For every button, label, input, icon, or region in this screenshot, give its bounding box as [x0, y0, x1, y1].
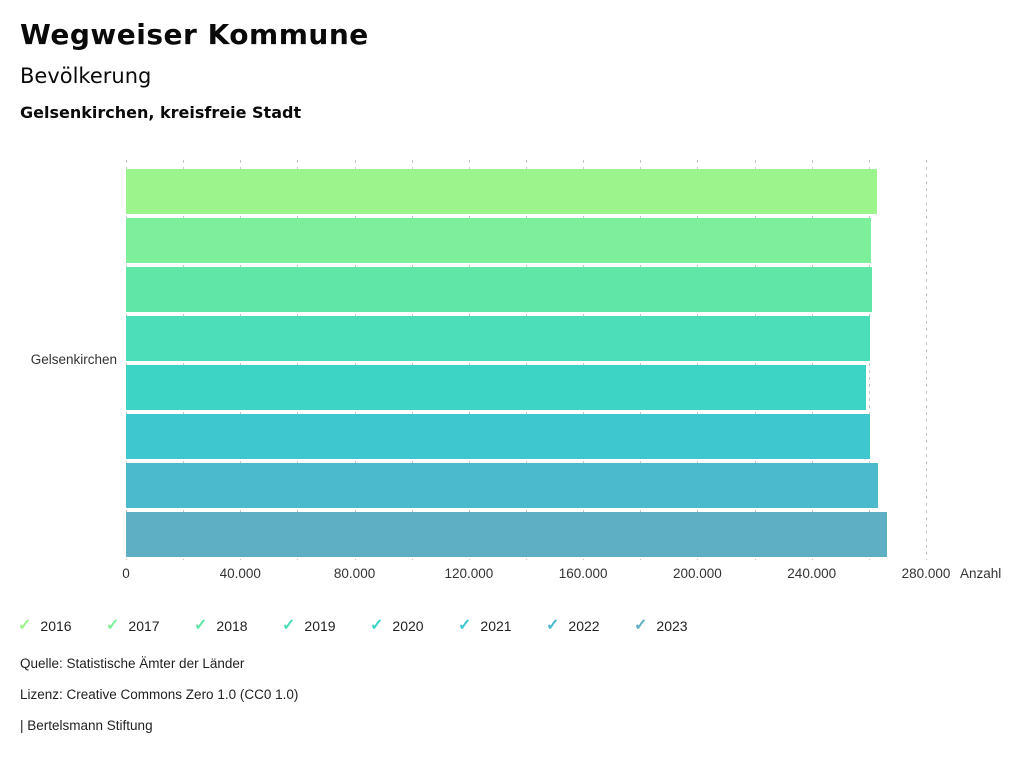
- legend-year-label: 2022: [568, 618, 600, 634]
- bar-2020[interactable]: [126, 365, 867, 410]
- legend-year-label: 2017: [128, 618, 160, 634]
- x-tick-label-160.000: 160.000: [558, 566, 608, 581]
- bar-2023[interactable]: [126, 512, 888, 557]
- x-tick-label-0: 0: [122, 566, 130, 581]
- x-axis-unit-label: Anzahl: [960, 566, 1002, 581]
- y-axis-category-label: Gelsenkirchen: [30, 352, 117, 367]
- legend-item-2019[interactable]: ✓ 2019: [282, 616, 370, 636]
- legend-year-label: 2021: [480, 618, 512, 634]
- bar-2016[interactable]: [126, 169, 877, 214]
- checkmark-icon: ✓: [106, 617, 120, 634]
- checkmark-icon: ✓: [282, 617, 296, 634]
- x-tick-label-240.000: 240.000: [787, 566, 837, 581]
- page-title: Wegweiser Kommune: [20, 18, 369, 51]
- attribution-text: | Bertelsmann Stiftung: [20, 718, 153, 733]
- plot-area: [126, 160, 936, 560]
- legend-item-2018[interactable]: ✓ 2018: [194, 616, 282, 636]
- checkmark-icon: ✓: [18, 617, 32, 634]
- region-subtitle: Gelsenkirchen, kreisfreie Stadt: [20, 103, 302, 122]
- checkmark-icon: ✓: [194, 617, 208, 634]
- source-text: Quelle: Statistische Ämter der Länder: [20, 656, 245, 671]
- legend-item-2023[interactable]: ✓ 2023: [634, 616, 722, 636]
- legend-year-label: 2023: [656, 618, 688, 634]
- license-text: Lizenz: Creative Commons Zero 1.0 (CC0 1…: [20, 687, 299, 702]
- checkmark-icon: ✓: [634, 617, 648, 634]
- bar-2018[interactable]: [126, 267, 872, 312]
- legend-year-label: 2019: [304, 618, 336, 634]
- legend: ✓ 2016 ✓ 2017 ✓ 2018 ✓ 2019 ✓ 2020 ✓ 2021 ✓ 2022 ✓ 2023: [18, 616, 722, 636]
- chart-title: Bevölkerung: [20, 64, 152, 88]
- x-tick-label-120.000: 120.000: [444, 566, 494, 581]
- legend-year-label: 2020: [392, 618, 424, 634]
- legend-item-2020[interactable]: ✓ 2020: [370, 616, 458, 636]
- legend-item-2021[interactable]: ✓ 2021: [458, 616, 546, 636]
- bar-2021[interactable]: [126, 414, 870, 459]
- x-tick-label-200.000: 200.000: [673, 566, 722, 581]
- bar-2019[interactable]: [126, 316, 870, 361]
- bar-2022[interactable]: [126, 463, 878, 508]
- gridline: [926, 160, 927, 560]
- legend-year-label: 2016: [40, 618, 72, 634]
- checkmark-icon: ✓: [458, 617, 472, 634]
- checkmark-icon: ✓: [546, 617, 560, 634]
- legend-item-2022[interactable]: ✓ 2022: [546, 616, 634, 636]
- legend-item-2017[interactable]: ✓ 2017: [106, 616, 194, 636]
- x-tick-label-40.000: 40.000: [219, 566, 261, 581]
- x-tick-label-80.000: 80.000: [333, 566, 376, 581]
- x-tick-label-280.000: 280.000: [901, 566, 951, 581]
- bar-2017[interactable]: [126, 218, 872, 263]
- legend-year-label: 2018: [216, 618, 248, 634]
- legend-item-2016[interactable]: ✓ 2016: [18, 616, 106, 636]
- checkmark-icon: ✓: [370, 617, 384, 634]
